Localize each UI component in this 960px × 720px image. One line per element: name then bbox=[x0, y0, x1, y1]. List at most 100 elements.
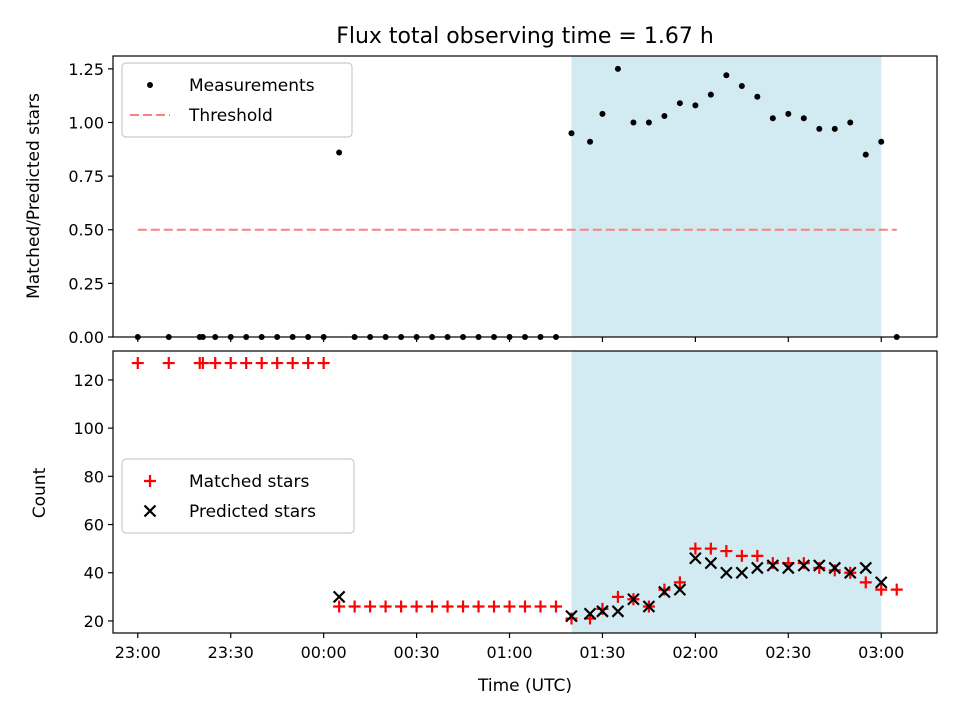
matched-stars-point bbox=[859, 576, 872, 589]
matched-stars-point bbox=[673, 576, 686, 589]
matched-stars-point bbox=[426, 600, 439, 613]
predicted-stars-point bbox=[843, 566, 857, 580]
predicted-stars-point bbox=[596, 605, 609, 618]
predicted-stars-point bbox=[689, 552, 702, 565]
matched-stars-point bbox=[240, 357, 253, 370]
matched-stars-point bbox=[131, 357, 144, 370]
matched-stars-point bbox=[503, 600, 516, 613]
x-tick-label: 02:00 bbox=[672, 643, 718, 662]
measurements-point bbox=[587, 138, 594, 145]
matched-stars-point bbox=[890, 583, 903, 596]
predicted-stars-point bbox=[611, 605, 625, 618]
matched-stars-point bbox=[828, 564, 841, 577]
top-y-axis-label: Matched/Predicted stars bbox=[24, 93, 44, 299]
predicted-stars-point bbox=[782, 561, 795, 575]
predicted-stars-point bbox=[627, 592, 640, 606]
x-tick-label: 01:00 bbox=[486, 643, 532, 662]
measurements-point bbox=[568, 130, 575, 137]
matched-stars-point bbox=[286, 357, 299, 370]
measurements-point bbox=[336, 149, 343, 156]
predicted-stars-point bbox=[332, 590, 346, 604]
x-tick-label: 00:00 bbox=[301, 643, 347, 662]
legend-measurements-marker bbox=[147, 82, 153, 88]
matched-stars-point bbox=[751, 549, 764, 562]
predicted-stars-point bbox=[813, 559, 826, 572]
matched-stars-point bbox=[271, 357, 284, 370]
measurements-point bbox=[769, 115, 776, 122]
predicted-stars-point bbox=[565, 609, 578, 623]
matched-stars-point bbox=[565, 612, 578, 625]
bottom-y-tick-label: 100 bbox=[73, 419, 104, 438]
measurements-point bbox=[707, 91, 714, 98]
predicted-stars-point bbox=[720, 566, 733, 580]
measurements-point bbox=[862, 151, 869, 158]
matched-stars-point bbox=[766, 557, 779, 570]
matched-stars-point bbox=[534, 600, 547, 613]
top-y-tick-label: 0.00 bbox=[68, 328, 104, 347]
predicted-stars-point bbox=[766, 559, 780, 572]
predicted-stars-point bbox=[673, 583, 687, 596]
matched-stars-point bbox=[549, 600, 562, 613]
top-y-tick-label: 0.75 bbox=[68, 167, 104, 186]
legend-threshold-label: Threshold bbox=[188, 106, 273, 126]
measurements-point bbox=[645, 119, 652, 126]
measurements-point bbox=[614, 65, 621, 72]
bottom-y-tick-label: 80 bbox=[84, 467, 104, 486]
predicted-stars-point bbox=[658, 585, 671, 599]
predicted-stars-point bbox=[642, 600, 656, 613]
predicted-stars-point bbox=[797, 559, 811, 572]
matched-stars-point bbox=[255, 357, 268, 370]
matched-stars-point bbox=[875, 583, 888, 596]
legend-box bbox=[121, 62, 353, 138]
matched-stars-point bbox=[302, 357, 315, 370]
matched-stars-point bbox=[395, 600, 408, 613]
predicted-stars-point bbox=[874, 576, 888, 589]
matched-stars-point bbox=[658, 583, 671, 596]
matched-stars-point bbox=[348, 600, 361, 613]
measurements-point bbox=[661, 113, 668, 120]
legend-measurements-label: Measurements bbox=[189, 76, 315, 96]
matched-stars-point bbox=[379, 600, 392, 613]
bottom-axes-frame bbox=[112, 350, 938, 634]
measurements-point bbox=[800, 115, 807, 122]
matched-stars-point bbox=[224, 357, 237, 370]
matched-stars-point bbox=[611, 590, 624, 603]
top-y-tick-label: 1.25 bbox=[68, 60, 104, 79]
matched-stars-point bbox=[720, 545, 733, 558]
matched-stars-point bbox=[689, 542, 702, 555]
x-tick-label: 00:30 bbox=[394, 643, 440, 662]
x-tick-label: 01:30 bbox=[579, 643, 625, 662]
top-y-tick-label: 0.25 bbox=[68, 274, 104, 293]
legend-box bbox=[121, 458, 355, 534]
measurements-point bbox=[738, 83, 745, 90]
matched-stars-point bbox=[813, 561, 826, 574]
measurements-point bbox=[723, 72, 730, 79]
legend-predicted-stars-label: Predicted stars bbox=[189, 502, 316, 522]
measurements-point bbox=[785, 110, 792, 117]
predicted-stars-point bbox=[859, 561, 873, 575]
matched-stars-point bbox=[162, 357, 175, 370]
legend-matched-stars-marker bbox=[144, 475, 156, 487]
x-axis-label: Time (UTC) bbox=[477, 676, 572, 696]
x-tick-label: 23:30 bbox=[208, 643, 254, 662]
chart-title: Flux total observing time = 1.67 h bbox=[336, 24, 714, 49]
measurements-point bbox=[692, 102, 699, 109]
matched-stars-point bbox=[364, 600, 377, 613]
top-observing-window-shade bbox=[571, 56, 882, 337]
bottom-y-tick-label: 60 bbox=[84, 516, 104, 535]
measurements-point bbox=[831, 125, 838, 132]
matched-stars-point bbox=[196, 357, 209, 370]
matched-stars-point bbox=[441, 600, 454, 613]
matched-stars-point bbox=[209, 357, 222, 370]
x-tick-label: 23:00 bbox=[115, 643, 161, 662]
predicted-stars-point bbox=[828, 561, 842, 575]
predicted-stars-point bbox=[704, 556, 718, 570]
predicted-stars-point bbox=[735, 566, 749, 580]
predicted-stars-point bbox=[583, 607, 597, 620]
measurements-point bbox=[630, 119, 637, 126]
matched-stars-point bbox=[410, 600, 423, 613]
measurements-point bbox=[754, 93, 761, 100]
matched-stars-point bbox=[457, 600, 470, 613]
bottom-y-tick-label: 120 bbox=[73, 371, 104, 390]
